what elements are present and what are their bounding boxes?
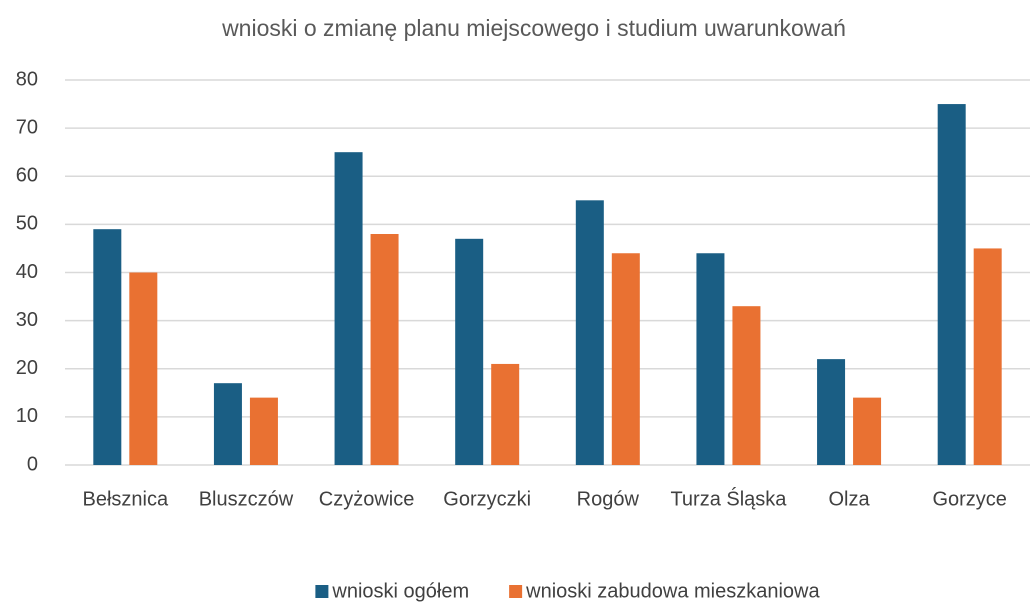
bar [696, 253, 725, 465]
legend-label: wnioski zabudowa mieszkaniowa [525, 580, 820, 602]
x-tick-label: Rogów [577, 488, 640, 510]
bar [732, 306, 761, 465]
bar [93, 229, 122, 465]
chart-title: wnioski o zmianę planu miejscowego i stu… [221, 15, 846, 41]
legend-label: wnioski ogółem [331, 580, 469, 602]
x-tick-label: Czyżowice [319, 488, 415, 510]
y-tick-label: 0 [27, 453, 38, 475]
y-tick-label: 10 [16, 405, 38, 427]
x-tick-label: Gorzyce [932, 488, 1006, 510]
bar [937, 104, 966, 465]
y-tick-label: 50 [16, 213, 38, 235]
bar [249, 397, 278, 465]
x-tick-label: Bełsznica [83, 488, 169, 510]
y-tick-label: 60 [16, 165, 38, 187]
bar [853, 397, 882, 465]
bar [491, 363, 520, 465]
bar [129, 272, 158, 465]
x-tick-label: Bluszczów [199, 488, 294, 510]
legend-swatch [315, 585, 329, 598]
bar [213, 383, 242, 465]
bar [334, 152, 363, 465]
y-tick-label: 20 [16, 357, 38, 379]
x-tick-label: Gorzyczki [443, 488, 531, 510]
bar [817, 359, 846, 465]
y-tick-label: 40 [16, 261, 38, 283]
bar [370, 234, 399, 465]
y-tick-label: 30 [16, 309, 38, 331]
x-tick-label: Turza Śląska [670, 486, 787, 510]
legend-swatch [509, 585, 523, 598]
y-tick-label: 70 [16, 116, 38, 138]
x-tick-label: Olza [829, 488, 871, 510]
bar [973, 248, 1002, 465]
y-tick-label: 80 [16, 68, 38, 90]
bar [575, 200, 604, 465]
bar [455, 238, 484, 465]
bar [611, 253, 640, 465]
